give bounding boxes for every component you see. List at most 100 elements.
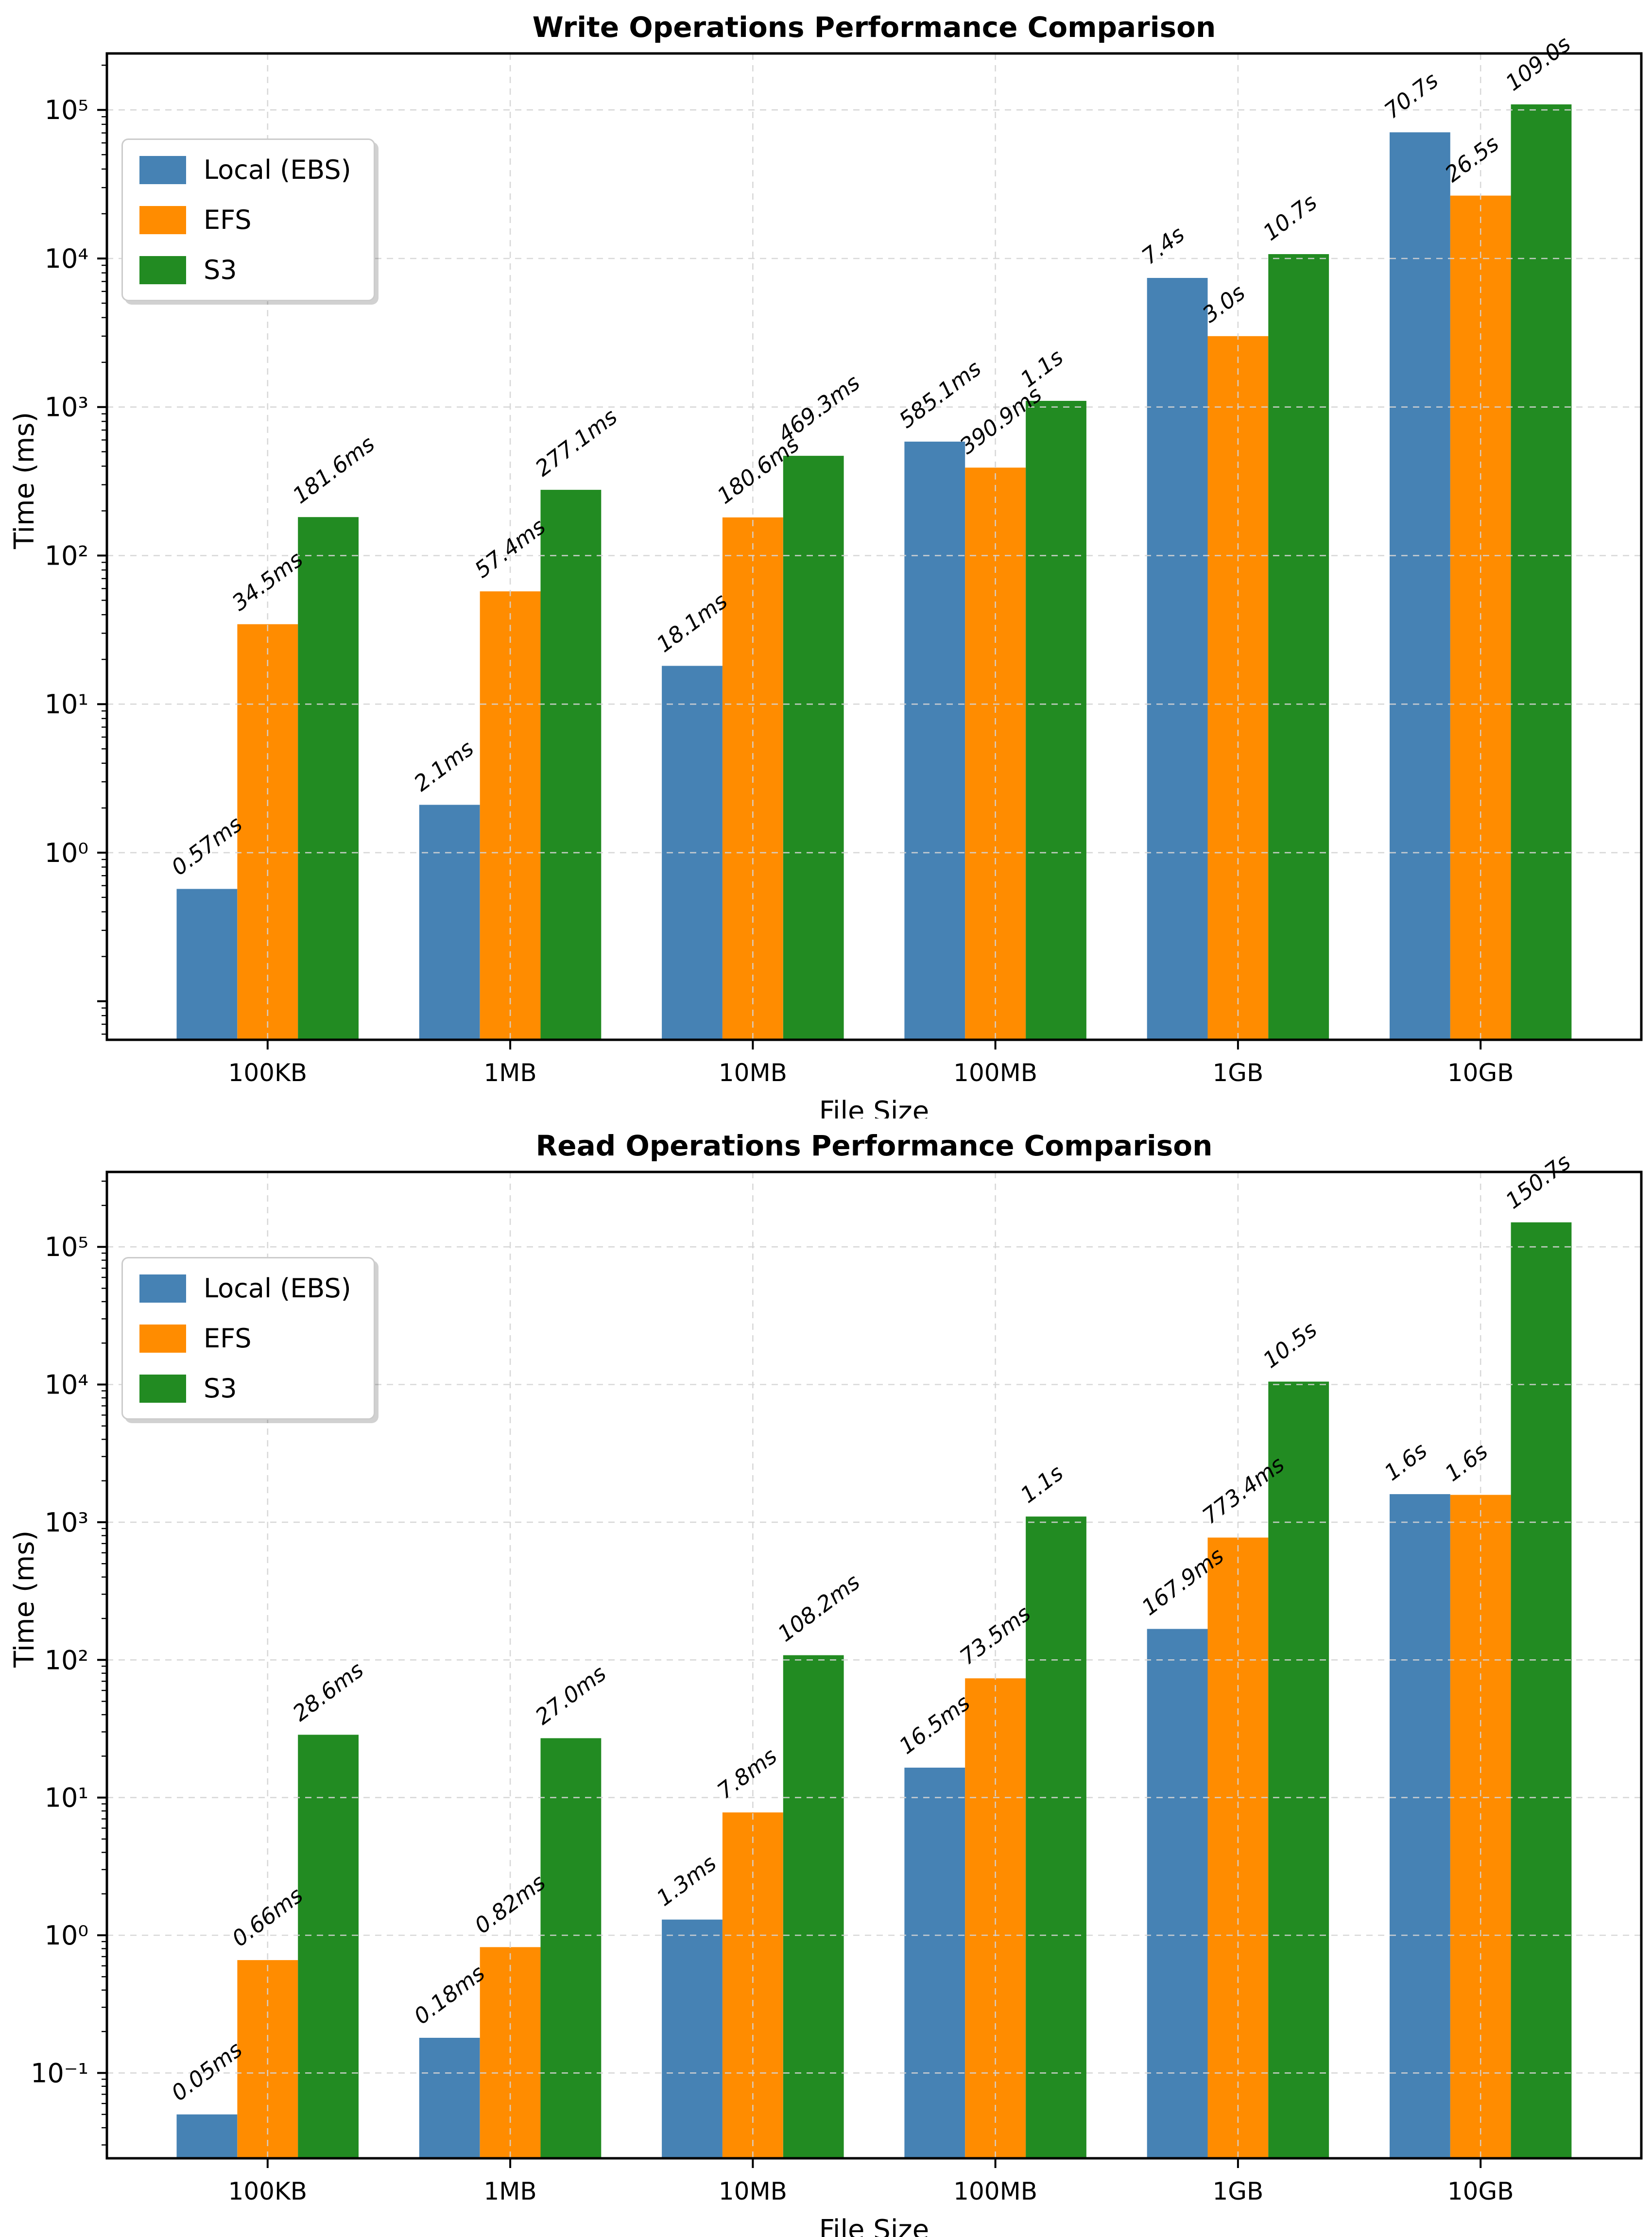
bar (904, 441, 965, 1040)
bar-value-label: 16.5ms (895, 1690, 975, 1759)
x-tick-label: 10MB (719, 1059, 787, 1087)
bar-value-label: 10.5s (1258, 1317, 1322, 1374)
bar-value-label: 7.4s (1137, 221, 1189, 270)
bar-value-label: 1.6s (1379, 1437, 1432, 1486)
legend-item: S3 (139, 1373, 351, 1404)
read-plot-svg: 10⁻¹ 10⁰ 10¹ 10² 10³ 10⁴ 10⁵ 100KB 1MB 10MB 100MB 1… (31, 1149, 1643, 2205)
x-tick-label: 100MB (953, 2177, 1037, 2205)
bar-value-label: 0.66ms (227, 1882, 308, 1952)
bar (722, 1812, 783, 2158)
plot-border (105, 1170, 1643, 2160)
bar (237, 624, 298, 1040)
write-operations-chart: Write Operations Performance Comparison … (0, 0, 1652, 1118)
bars-layer (176, 104, 1572, 1040)
x-tick-label: 100MB (953, 1059, 1037, 1087)
bar-value-label: 7.8ms (712, 1743, 782, 1804)
legend-label: EFS (204, 205, 252, 235)
legend-swatch-efs (139, 206, 186, 234)
bar (176, 2114, 238, 2158)
x-tick-label: 10GB (1447, 2177, 1514, 2205)
bar-value-label: 585.1ms (895, 355, 986, 433)
bar (540, 1738, 602, 2158)
bar (1268, 254, 1329, 1040)
y-tick-label: 10⁴ (45, 1370, 88, 1400)
legend-swatch-local-ebs (139, 155, 186, 184)
y-tick-label: 10⁵ (45, 1232, 88, 1262)
bar (298, 1735, 359, 2158)
legend-label: Local (EBS) (204, 155, 351, 185)
bar-value-label: 18.1ms (652, 588, 732, 657)
y-axis-label: Time (ms) (9, 1530, 40, 1668)
bar-value-label: 0.18ms (409, 1960, 490, 2030)
write-plot-svg: 10⁰ 10¹ 10² 10³ 10⁴ 10⁵ 100KB 1MB 10MB 100MB 1GB 10… (45, 31, 1643, 1087)
legend: Local (EBS) EFS S3 (121, 1257, 375, 1420)
y-tick-label: 10² (45, 540, 88, 571)
x-tick-label: 10GB (1447, 1059, 1514, 1087)
legend-swatch-s3 (139, 1374, 186, 1403)
bar (1390, 132, 1450, 1040)
bar-value-label: 27.0ms (531, 1660, 611, 1730)
bar-value-label: 0.82ms (470, 1869, 551, 1939)
legend-item: EFS (139, 1323, 351, 1354)
bar-value-label: 1.3ms (652, 1850, 721, 1911)
plot-border (105, 52, 1643, 1041)
legend-swatch-s3 (139, 256, 186, 284)
y-tick-label: 10³ (45, 392, 88, 423)
bar-value-label: 277.1ms (531, 404, 622, 482)
bar-value-label: 28.6ms (288, 1657, 368, 1726)
bar (176, 889, 238, 1040)
x-tick-label: 1GB (1212, 2177, 1263, 2205)
legend: Local (EBS) EFS S3 (121, 138, 375, 301)
legend-swatch-local-ebs (139, 1274, 186, 1303)
axes-layer (97, 1170, 1643, 2168)
bar-value-label: 0.05ms (167, 2036, 247, 2106)
bar (540, 490, 602, 1040)
x-tick-label: 100KB (228, 1059, 308, 1087)
bar-value-label: 1.1s (1015, 1460, 1068, 1508)
bar (904, 1768, 965, 2158)
legend-label: Local (EBS) (204, 1273, 351, 1304)
x-tick-label: 10MB (719, 2177, 787, 2205)
read-operations-chart: Read Operations Performance Comparison 1… (0, 1118, 1652, 2237)
y-axis-label: Time (ms) (9, 412, 40, 549)
bar-value-label: 150.7s (1501, 1149, 1576, 1214)
y-tick-label: 10⁻¹ (31, 2058, 88, 2088)
bar-value-label: 108.2ms (773, 1569, 865, 1647)
bar (1511, 1222, 1572, 2158)
bar (419, 805, 480, 1040)
bar (1511, 104, 1572, 1040)
y-tick-label: 10³ (45, 1507, 88, 1538)
legend-label: S3 (204, 1373, 237, 1404)
bar-value-label: 469.3ms (773, 370, 865, 447)
y-tick-label: 10¹ (45, 689, 88, 720)
bar (1026, 1516, 1086, 2158)
legend-item: EFS (139, 205, 351, 235)
y-tick-label: 10² (45, 1645, 88, 1675)
bar-value-label: 1.6s (1440, 1438, 1493, 1487)
x-tick-label: 1GB (1212, 1059, 1263, 1087)
legend-label: EFS (204, 1323, 252, 1354)
bar (1147, 1629, 1208, 2158)
bar-value-label: 109.0s (1501, 31, 1576, 96)
grid-layer (107, 53, 1641, 1040)
bars-layer (176, 1222, 1572, 2158)
bar (1268, 1381, 1329, 2158)
bar-value-label: 181.6ms (288, 431, 379, 509)
bar (419, 2038, 480, 2158)
chart-title: Write Operations Performance Comparison (532, 11, 1216, 44)
y-tick-label: 10⁰ (45, 838, 88, 868)
x-tick-label: 1MB (483, 2177, 536, 2205)
bar (1390, 1494, 1450, 2158)
bar (298, 517, 359, 1040)
bar (783, 1655, 844, 2158)
bar (783, 456, 844, 1040)
bar (1026, 401, 1086, 1040)
x-tick-label: 100KB (228, 2177, 308, 2205)
axes-layer (97, 52, 1643, 1050)
bar-value-label: 0.57ms (167, 811, 247, 880)
y-tick-label: 10¹ (45, 1783, 88, 1813)
bar-value-label: 1.1s (1015, 344, 1068, 393)
legend-swatch-efs (139, 1324, 186, 1353)
legend-item: Local (EBS) (139, 155, 351, 185)
y-tick-label: 10⁵ (45, 95, 88, 125)
